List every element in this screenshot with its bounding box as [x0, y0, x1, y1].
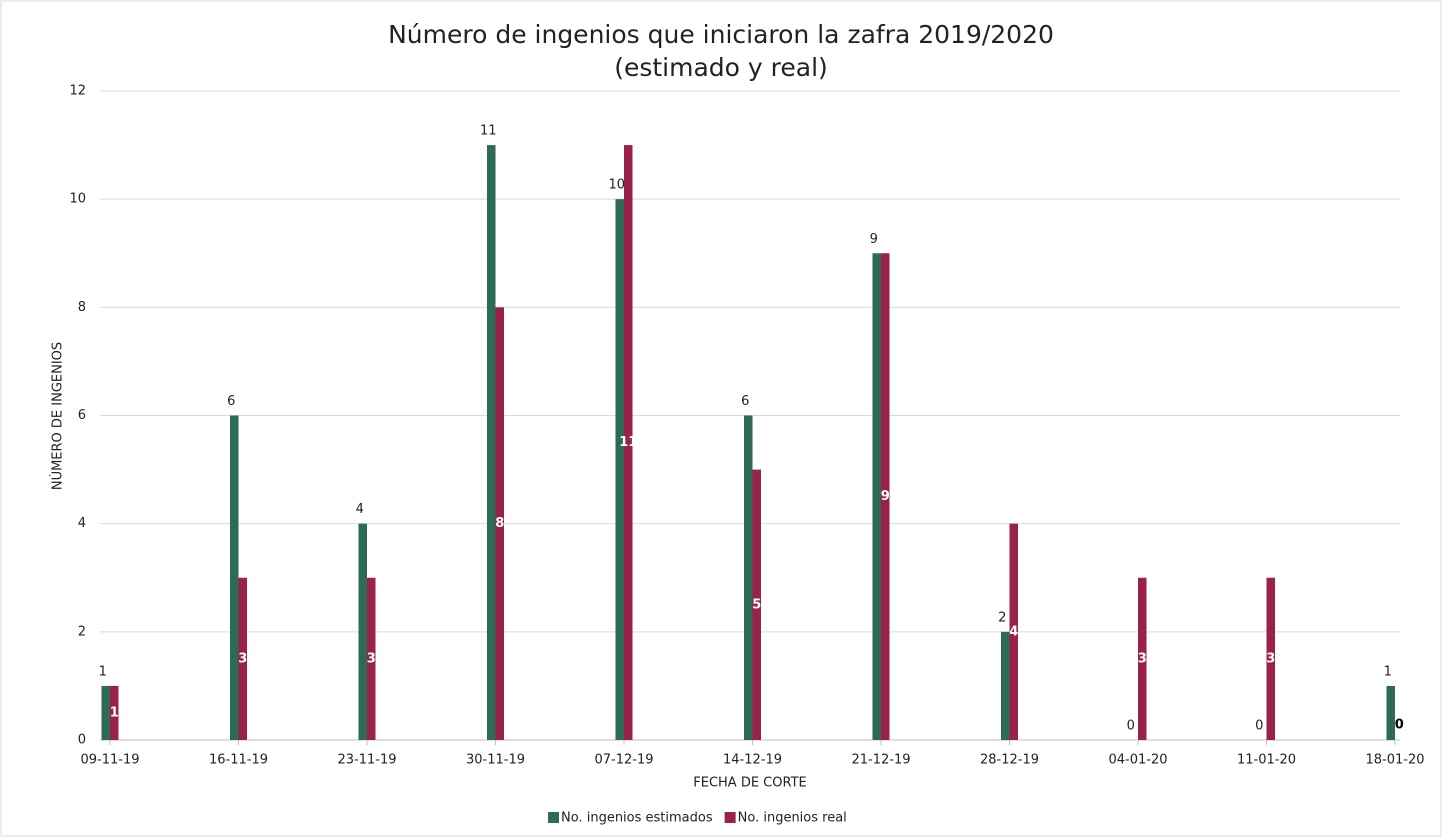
bar: [101, 685, 110, 740]
bar: [1386, 685, 1395, 740]
legend-label: No. ingenios estimados: [561, 811, 713, 826]
data-label: 4: [356, 502, 364, 517]
data-label: 3: [1266, 651, 1275, 666]
bar: [1009, 523, 1018, 740]
data-label: 5: [752, 597, 761, 612]
data-label: 11: [619, 435, 637, 450]
data-label: 9: [881, 489, 890, 504]
data-label: 1: [99, 664, 107, 679]
legend-swatch: [724, 812, 736, 823]
bar: [495, 307, 504, 740]
bar: [358, 523, 367, 740]
data-label: 4: [1009, 624, 1018, 639]
bar: [1001, 631, 1010, 740]
data-label: 11: [480, 124, 497, 139]
bar: [881, 253, 890, 740]
y-tick-label: 6: [78, 408, 86, 423]
x-tick-label: 14-12-19: [723, 753, 782, 768]
x-axis-title: FECHA DE CORTE: [693, 776, 806, 791]
data-label: 9: [870, 232, 878, 247]
x-tick-label: 21-12-19: [851, 753, 910, 768]
x-tick-label: 23-11-19: [337, 753, 396, 768]
data-label: 1: [1384, 664, 1392, 679]
bar: [615, 199, 624, 740]
x-tick-label: 09-11-19: [80, 753, 139, 768]
bar: [1138, 577, 1147, 740]
y-tick-label: 2: [78, 624, 86, 639]
data-label: 10: [608, 178, 625, 193]
data-label: 6: [741, 394, 749, 409]
y-axis-title: NÚMERO DE INGENIOS: [50, 342, 66, 490]
data-label: 3: [367, 651, 376, 666]
y-tick-label: 12: [69, 84, 86, 99]
legend-label: No. ingenios real: [738, 811, 847, 826]
data-label: 3: [1138, 651, 1147, 666]
bar: [752, 469, 761, 740]
x-tick-label: 28-12-19: [980, 753, 1039, 768]
bar: [230, 415, 239, 740]
x-tick-label: 07-12-19: [594, 753, 653, 768]
chart-subtitle: (estimado y real): [614, 53, 828, 82]
y-tick-label: 4: [78, 516, 86, 531]
data-label: 0: [1395, 718, 1404, 733]
bar: [487, 145, 496, 741]
bar: [624, 145, 633, 741]
x-tick-label: 18-01-20: [1365, 753, 1424, 768]
data-label: 2: [998, 610, 1006, 625]
y-tick-label: 0: [78, 733, 86, 748]
bar: [238, 577, 247, 740]
data-label: 0: [1255, 719, 1263, 734]
bar: [1266, 577, 1275, 740]
bar: [367, 577, 376, 740]
x-tick-label: 30-11-19: [466, 753, 525, 768]
y-tick-label: 8: [78, 300, 86, 315]
y-tick-label: 10: [69, 192, 86, 207]
x-tick-label: 16-11-19: [209, 753, 268, 768]
data-label: 1: [110, 705, 119, 720]
data-label: 3: [238, 651, 247, 666]
legend-swatch: [548, 812, 559, 823]
chart-title: Número de ingenios que iniciaron la zafr…: [388, 20, 1054, 49]
data-label: 0: [1127, 719, 1135, 734]
bar: [744, 415, 753, 740]
bar: [110, 685, 119, 740]
x-tick-label: 11-01-20: [1237, 753, 1296, 768]
bar: [872, 253, 881, 740]
data-label: 8: [495, 516, 504, 531]
x-tick-label: 04-01-20: [1108, 753, 1167, 768]
data-label: 6: [227, 394, 235, 409]
